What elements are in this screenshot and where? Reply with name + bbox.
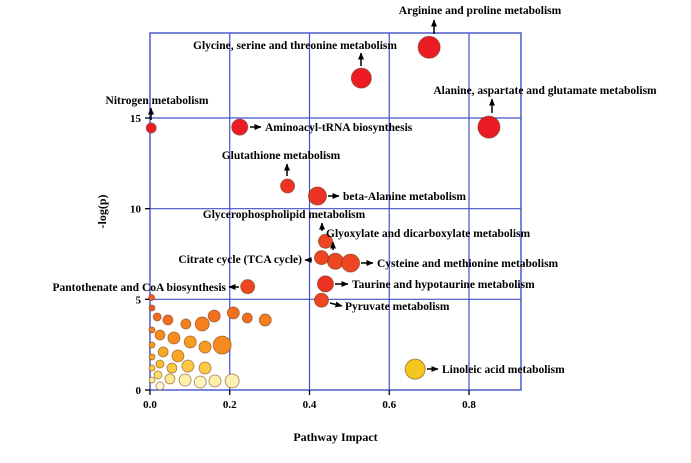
metabolite-bubble	[171, 349, 185, 363]
metabolite-bubble	[198, 340, 212, 354]
x-tick-label: 0.2	[223, 399, 237, 411]
metabolite-bubble	[153, 370, 163, 380]
y-tick-label: 10	[130, 204, 142, 216]
metabolite-bubble	[207, 309, 221, 323]
metabolite-bubble	[152, 312, 162, 322]
x-tick-label: 0.6	[382, 399, 396, 411]
pathway-bubble	[326, 252, 344, 270]
pathway-bubble	[307, 186, 327, 206]
pathway-label: Glutathione metabolism	[222, 150, 341, 162]
pathway-label: Arginine and proline metabolism	[399, 5, 562, 17]
metabolite-bubble	[167, 331, 181, 345]
pathway-label: Glycine, serine and threonine metabolism	[193, 40, 397, 52]
y-tick-label: 0	[136, 385, 142, 397]
pathway-label: Cysteine and methionine metabolism	[377, 258, 559, 270]
metabolite-bubble	[193, 375, 207, 389]
metabolite-bubble	[183, 335, 197, 349]
metabolite-bubble	[148, 304, 156, 312]
pathway-label: Alanine, aspartate and glutamate metabol…	[433, 85, 657, 97]
metabolite-bubble	[148, 341, 156, 349]
metabolite-bubble	[224, 373, 240, 389]
metabolite-bubble	[154, 329, 166, 341]
pathway-label: Pyruvate metabolism	[345, 301, 450, 313]
metabolite-bubble	[198, 361, 212, 375]
metabolite-bubble	[148, 376, 156, 384]
pathway-label: Glycerophospholipid metabolism	[203, 209, 366, 221]
pathway-bubble	[313, 250, 329, 266]
pathway-bubble	[477, 115, 501, 139]
x-axis-title: Pathway Impact	[293, 430, 377, 444]
y-tick-label: 15	[130, 113, 142, 125]
pathway-label: Pantothenate and CoA biosynthesis	[53, 282, 227, 294]
metabolite-bubble	[212, 335, 232, 355]
pathway-bubble	[240, 279, 256, 295]
metabolite-bubble	[148, 294, 156, 301]
metabolite-bubble	[155, 359, 165, 369]
pathway-bubble	[316, 275, 334, 293]
metabolite-bubble	[241, 312, 253, 324]
annotation-arrow	[329, 301, 343, 308]
metabolite-bubble	[226, 306, 240, 320]
metabolite-bubble	[178, 373, 192, 387]
x-tick-label: 0.0	[143, 399, 157, 411]
metabolite-bubble	[180, 318, 192, 330]
metabolite-bubble	[162, 314, 174, 326]
pathway-label: Citrate cycle (TCA cycle)	[178, 254, 302, 266]
pathway-bubble	[313, 292, 329, 308]
x-tick-label: 0.4	[303, 399, 317, 411]
plot-border	[149, 32, 522, 391]
metabolite-bubble	[208, 374, 222, 388]
pathway-label: Aminoacyl-tRNA biosynthesis	[265, 122, 413, 134]
pathway-bubble	[417, 35, 441, 59]
metabolite-bubble	[148, 364, 156, 372]
metabolite-bubble	[164, 373, 176, 385]
metabolite-bubble	[148, 353, 156, 361]
pathway-label: Linoleic acid metabolism	[442, 364, 565, 376]
pathway-bubble	[317, 233, 333, 249]
metabolite-bubble	[194, 316, 210, 332]
metabolite-bubble	[155, 381, 165, 391]
pathway-bubble	[145, 122, 157, 134]
pathway-bubble	[341, 253, 361, 273]
metabolite-bubble	[148, 326, 156, 334]
pathway-label: Taurine and hypotaurine metabolism	[352, 279, 535, 291]
pathway-label: beta-Alanine metabolism	[343, 191, 466, 203]
pathway-bubble	[280, 178, 296, 194]
pathway-label: Glyoxylate and dicarboxylate metabolism	[326, 228, 531, 240]
y-axis-title: -log(p)	[95, 195, 109, 229]
y-tick-label: 5	[136, 294, 142, 306]
pathway-bubble	[231, 118, 249, 136]
pathway-label: Nitrogen metabolism	[106, 95, 209, 107]
metabolite-bubble	[157, 346, 169, 358]
metabolite-bubble	[181, 359, 195, 373]
x-tick-label: 0.8	[462, 399, 476, 411]
pathway-bubble	[404, 358, 426, 380]
pathway-bubble	[350, 67, 372, 89]
metabolite-bubble	[166, 362, 178, 374]
metabolite-bubble	[258, 313, 272, 327]
